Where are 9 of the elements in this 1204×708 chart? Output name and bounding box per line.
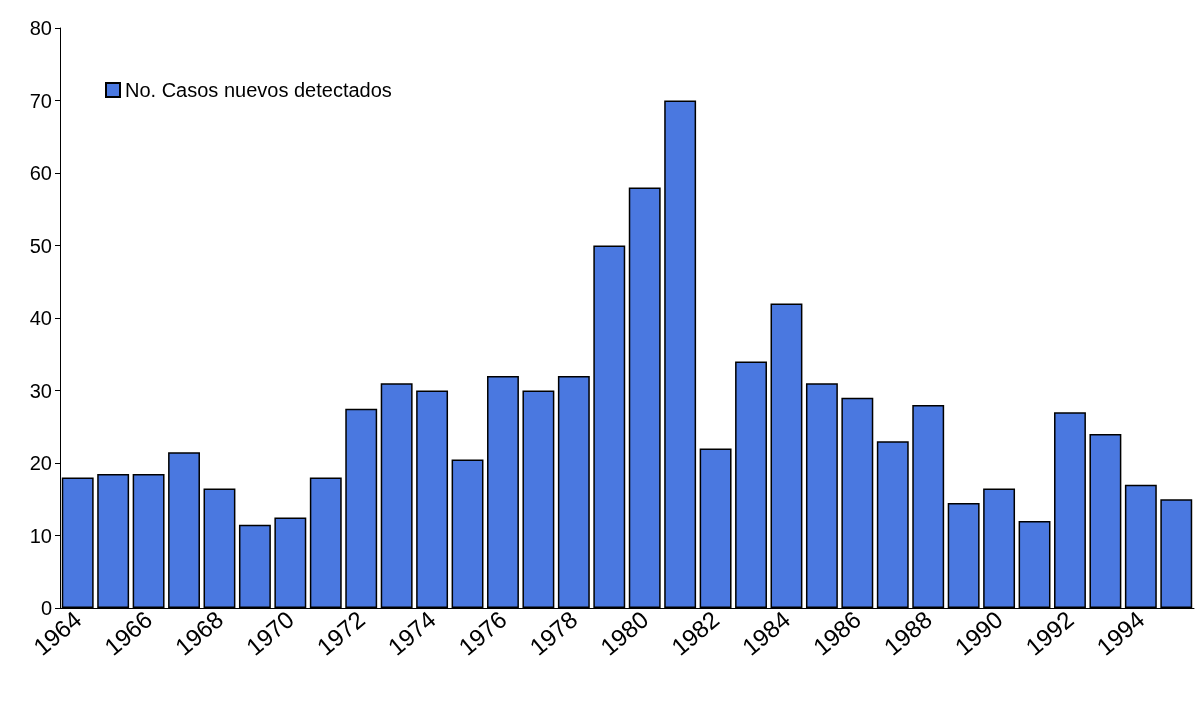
y-tick-label: 40: [29, 307, 52, 329]
y-tick-label: 60: [29, 162, 52, 184]
y-tick-label: 80: [29, 17, 52, 39]
y-tick-label: 30: [29, 379, 52, 402]
y-tick-label: 50: [29, 234, 52, 257]
y-tick-label: 70: [29, 89, 52, 112]
y-tick-label: 20: [29, 452, 52, 474]
y-tick-label: 10: [29, 524, 52, 547]
legend-label: No. Casos nuevos detectados: [125, 79, 392, 101]
